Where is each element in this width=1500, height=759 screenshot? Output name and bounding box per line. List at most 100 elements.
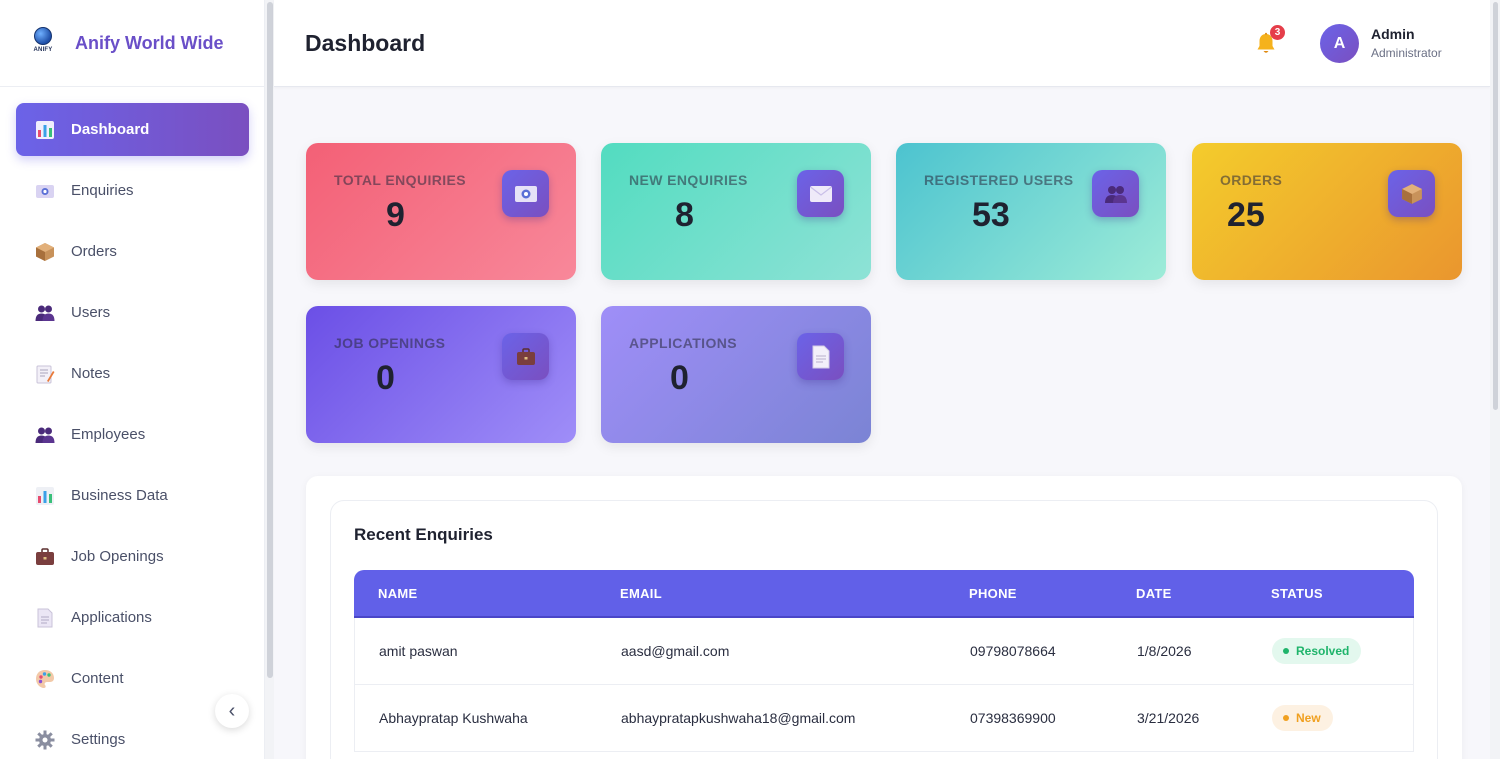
stat-card-job-openings[interactable]: Job Openings 0 [306,306,576,443]
cell-name: amit paswan [379,643,458,659]
sidebar-item-applications[interactable]: Applications [16,591,249,644]
top-header: Dashboard 3 A Admin Administrator [274,0,1490,87]
status-text: Resolved [1296,644,1350,658]
stat-card-value: 0 [670,359,689,397]
sidebar-item-label: Dashboard [71,121,150,138]
users-icon [34,302,56,324]
bell-icon[interactable] [1254,32,1278,56]
status-dot [1283,648,1289,654]
sidebar-item-enquiries[interactable]: Enquiries [16,164,249,217]
inbox-icon [34,180,56,202]
brand[interactable]: ANIFY Anify World Wide [0,0,264,87]
cell-date: 1/8/2026 [1137,643,1192,659]
stat-card-value: 0 [376,359,395,397]
document-icon [34,607,56,629]
sidebar-item-employees[interactable]: Employees [16,408,249,461]
users-icon [34,424,56,446]
main-scrollbar-thumb[interactable] [1493,2,1498,410]
column-header-email[interactable]: EMAIL [620,586,662,601]
status-badge: New [1272,705,1333,731]
sidebar-nav: Dashboard Enquiries Orders Users Notes [0,103,265,759]
briefcase-icon [34,546,56,568]
brand-name: Anify World Wide [75,32,224,53]
stat-card-total-enquiries[interactable]: Total Enquiries 9 [306,143,576,280]
sidebar-item-label: Settings [71,731,126,748]
stat-card-label: Job Openings [334,335,446,351]
package-icon [1388,170,1435,217]
cell-email: abhaypratapkushwaha18@gmail.com [621,710,856,726]
column-header-date[interactable]: DATE [1136,586,1172,601]
notification-badge: 3 [1270,25,1285,40]
recent-enquiries-title: Recent Enquiries [354,525,493,544]
sidebar-item-users[interactable]: Users [16,286,249,339]
sidebar-item-label: Content [71,670,124,687]
briefcase-icon [502,333,549,380]
sidebar-item-label: Employees [71,426,146,443]
sidebar-item-label: Business Data [71,487,168,504]
cell-phone: 09798078664 [970,643,1056,659]
sidebar-item-label: Applications [71,609,152,626]
stat-card-label: Applications [629,335,737,351]
users-icon [1092,170,1139,217]
brand-logo: ANIFY [30,27,56,59]
stat-card-label: Total Enquiries [334,172,467,188]
chevron-left-icon: ‹ [228,700,236,722]
sidebar-item-settings[interactable]: Settings [16,713,249,759]
stat-card-value: 25 [1227,196,1265,234]
sidebar-item-orders[interactable]: Orders [16,225,249,278]
status-dot [1283,715,1289,721]
brand-logo-text: ANIFY [33,47,53,53]
sidebar-item-job-openings[interactable]: Job Openings [16,530,249,583]
sidebar-item-label: Job Openings [71,548,164,565]
sidebar: ANIFY Anify World Wide Dashboard Enquiri… [0,0,265,759]
package-icon [34,241,56,263]
cell-name: Abhaypratap Kushwaha [379,710,528,726]
bar-chart-icon [34,119,56,141]
table-row[interactable]: amit paswan aasd@gmail.com 09798078664 1… [354,618,1414,685]
recent-enquiries-panel [330,500,1438,759]
sidebar-item-content[interactable]: Content [16,652,249,705]
table-header: NAME EMAIL PHONE DATE STATUS [354,570,1414,618]
document-icon [797,333,844,380]
cell-email: aasd@gmail.com [621,643,730,659]
status-text: New [1296,711,1321,725]
recent-enquiries-table: NAME EMAIL PHONE DATE STATUS amit paswan… [354,570,1414,752]
memo-icon [34,363,56,385]
inbox-icon [502,170,549,217]
sidebar-item-business-data[interactable]: Business Data [16,469,249,522]
sidebar-scrollbar-thumb[interactable] [267,2,273,678]
gear-icon [34,729,56,751]
sidebar-item-label: Notes [71,365,111,382]
avatar[interactable]: A [1320,24,1359,63]
sidebar-item-notes[interactable]: Notes [16,347,249,400]
stat-card-value: 9 [386,196,405,234]
column-header-status[interactable]: STATUS [1271,586,1323,601]
stat-card-orders[interactable]: Orders 25 [1192,143,1462,280]
globe-icon [34,27,52,45]
cell-phone: 07398369900 [970,710,1056,726]
stat-card-label: Orders [1220,172,1283,188]
stat-card-registered-users[interactable]: Registered Users 53 [896,143,1166,280]
sidebar-item-label: Users [71,304,111,321]
palette-icon [34,668,56,690]
bar-chart-icon [34,485,56,507]
column-header-phone[interactable]: PHONE [969,586,1017,601]
stat-card-label: New Enquiries [629,172,748,188]
envelope-icon [797,170,844,217]
column-header-name[interactable]: NAME [378,586,418,601]
user-name[interactable]: Admin [1371,26,1415,42]
sidebar-item-label: Orders [71,243,117,260]
cell-date: 3/21/2026 [1137,710,1200,726]
table-row[interactable]: Abhaypratap Kushwaha abhaypratapkushwaha… [354,685,1414,752]
stat-card-value: 8 [675,196,694,234]
sidebar-item-dashboard[interactable]: Dashboard [16,103,249,156]
status-badge: Resolved [1272,638,1362,664]
user-role: Administrator [1371,46,1442,60]
sidebar-collapse-button[interactable]: ‹ [215,694,249,728]
page-title: Dashboard [305,30,426,56]
stat-card-applications[interactable]: Applications 0 [601,306,871,443]
stat-card-label: Registered Users [924,172,1074,188]
stat-card-new-enquiries[interactable]: New Enquiries 8 [601,143,871,280]
stat-card-value: 53 [972,196,1010,234]
sidebar-item-label: Enquiries [71,182,134,199]
